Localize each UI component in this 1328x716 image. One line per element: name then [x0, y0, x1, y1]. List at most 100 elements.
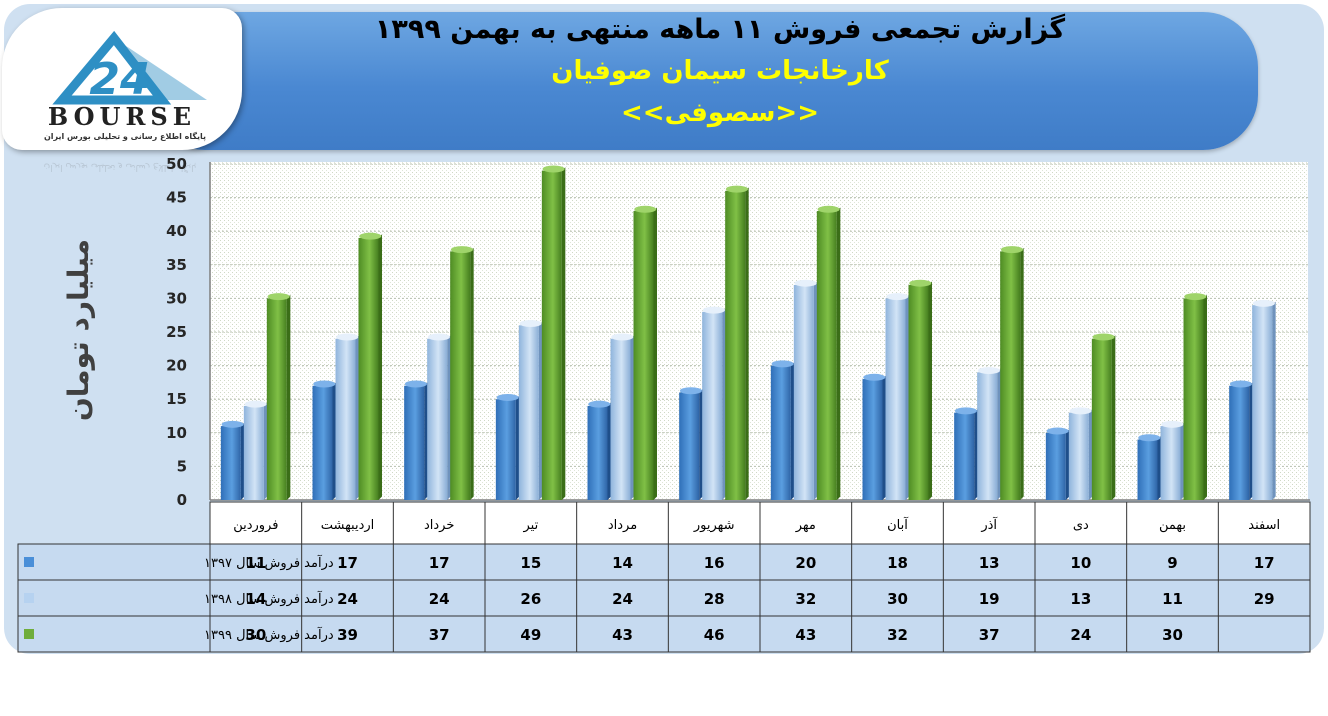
bar — [495, 399, 516, 500]
data-label: 30 — [245, 626, 266, 644]
company-name: کارخانجات سیمان صوفیان — [551, 56, 889, 86]
bar — [518, 325, 539, 500]
bar — [243, 405, 264, 500]
y-tick-label: 0 — [177, 491, 187, 509]
bar-side — [1020, 247, 1024, 500]
category-label: آبان — [887, 516, 909, 533]
table-body — [17, 543, 1311, 653]
bar-top — [1184, 293, 1207, 301]
y-tick-label: 15 — [166, 390, 187, 408]
bar-top — [1252, 299, 1275, 307]
bar-top — [427, 333, 450, 341]
bar-side — [378, 234, 382, 501]
data-label: 11 — [1162, 590, 1183, 608]
category-label: خرداد — [424, 518, 454, 533]
category-label: شهریور — [693, 518, 735, 533]
bar — [404, 385, 425, 500]
data-label: 14 — [245, 590, 266, 608]
data-label: 14 — [612, 554, 633, 572]
bar-top — [702, 306, 725, 314]
bar-top — [909, 279, 932, 287]
header-banner — [150, 12, 1258, 150]
data-label: 17 — [1254, 554, 1275, 572]
data-label: 39 — [337, 626, 358, 644]
y-tick-label: 30 — [166, 289, 187, 307]
bar-side — [722, 308, 726, 500]
bar-top — [1000, 246, 1023, 254]
bar-top — [313, 380, 336, 388]
data-label: 26 — [520, 590, 541, 608]
bar-side — [1203, 294, 1207, 500]
bar-top — [244, 400, 267, 408]
bar — [1045, 432, 1066, 500]
y-tick-label: 45 — [166, 189, 187, 207]
legend-label: درآمد فروش سال ۱۳۹۸ — [204, 590, 334, 607]
data-label: 43 — [612, 626, 633, 644]
bar-top — [496, 393, 519, 401]
bar-top — [519, 320, 542, 328]
data-label: 15 — [520, 554, 541, 572]
data-label: 10 — [1070, 554, 1091, 572]
bar — [587, 405, 608, 500]
category-label: اردیبهشت — [321, 518, 375, 533]
data-table: فروردین اردیبهشت خرداد تیر مرداد شهریور مهر آبا… — [17, 501, 1311, 653]
bar-top — [1069, 407, 1092, 415]
bar-top — [634, 205, 657, 213]
data-label: 24 — [1070, 626, 1091, 644]
legend-swatch — [24, 629, 34, 639]
logo-number: 24 — [89, 54, 150, 105]
bar-top — [221, 420, 244, 428]
bar-side — [470, 247, 474, 500]
data-label: 18 — [887, 554, 908, 572]
data-label: 17 — [429, 554, 450, 572]
bar-side — [332, 382, 336, 500]
bar-top — [1138, 434, 1161, 442]
bar-side — [1157, 436, 1161, 500]
bar-side — [538, 321, 543, 500]
y-tick-label: 50 — [166, 155, 187, 173]
bar — [450, 251, 471, 500]
data-label: 16 — [704, 554, 725, 572]
category-label: مرداد — [608, 518, 637, 533]
bar — [1229, 385, 1250, 500]
bar-top — [794, 279, 817, 287]
bar-top — [679, 387, 702, 395]
data-label: 32 — [795, 590, 816, 608]
bar-top — [977, 367, 1000, 375]
bar — [1252, 305, 1273, 500]
plot-area — [210, 162, 1308, 500]
data-label: 43 — [795, 626, 816, 644]
bar-side — [813, 281, 818, 500]
bar — [1183, 298, 1204, 500]
bar — [541, 170, 562, 500]
bar — [1091, 338, 1112, 500]
bar-side — [905, 294, 909, 500]
bar-side — [515, 395, 520, 500]
data-label: 37 — [429, 626, 450, 644]
data-label: 29 — [1254, 590, 1275, 608]
bar-side — [928, 281, 932, 500]
bar-side — [607, 402, 611, 500]
bar-top — [1092, 333, 1115, 341]
legend-label: درآمد فروش سال ۱۳۹۹ — [204, 626, 334, 643]
data-label: 20 — [795, 554, 816, 572]
bar — [335, 338, 356, 500]
logo: 24 BOURSE پایگاه اطلاع رسانی و تحلیلی بو… — [2, 8, 242, 150]
bar-top — [450, 246, 473, 254]
bar-side — [286, 294, 291, 500]
bar — [1000, 251, 1021, 500]
bar-side — [997, 368, 1001, 500]
category-label: تیر — [522, 518, 538, 533]
bar — [862, 379, 883, 500]
data-label: 24 — [429, 590, 450, 608]
bar — [358, 237, 379, 501]
category-label: دی — [1073, 518, 1089, 533]
data-label: 28 — [704, 590, 725, 608]
bar — [679, 392, 700, 500]
y-tick-label: 25 — [166, 323, 187, 341]
bar-side — [1088, 409, 1093, 500]
category-label: فروردین — [233, 518, 278, 533]
bar — [1137, 439, 1158, 500]
bar-side — [355, 335, 359, 500]
